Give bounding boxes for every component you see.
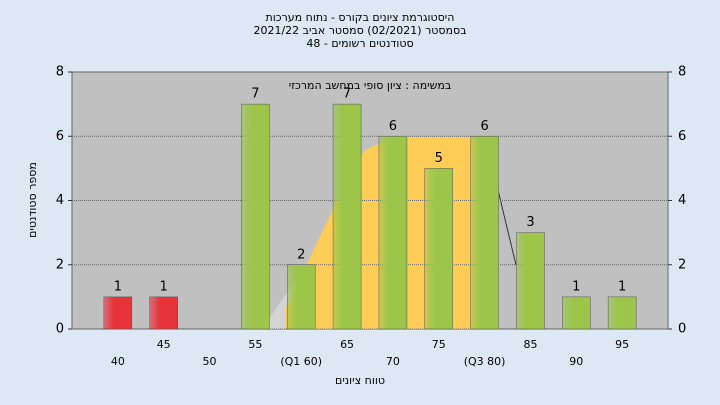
value-label: 7	[343, 87, 351, 102]
x-tick-label: (Q3 80)	[464, 355, 506, 368]
bar	[332, 103, 362, 330]
y-tick-label: 0	[56, 322, 64, 337]
bar	[149, 296, 178, 330]
x-tick-label: 95	[615, 338, 629, 351]
y2-tick-label: 0	[678, 322, 686, 337]
x-tick-label: 75	[432, 338, 446, 351]
x-tick-label: 90	[569, 355, 583, 368]
whisker	[497, 189, 517, 266]
value-label: 1	[114, 279, 122, 294]
value-label: 5	[435, 151, 443, 166]
title-line: בסמסטר (02/2021) סמסטר אביב 2021/22	[253, 24, 466, 37]
y2-tick-label: 4	[678, 193, 686, 208]
bar	[103, 296, 133, 330]
x-axis-label: טווח ציונים	[335, 374, 385, 387]
bar	[562, 296, 591, 330]
value-label: 1	[160, 279, 168, 294]
y-tick-label: 8	[56, 65, 64, 80]
value-label: 1	[618, 279, 626, 294]
title-line: היסטוגרמת ציונים בקורס - נתוח מערכות	[266, 11, 455, 24]
x-tick-label: 50	[203, 355, 217, 368]
y2-tick-label: 6	[678, 129, 686, 144]
value-label: 6	[389, 119, 397, 134]
y2-tick-label: 8	[678, 65, 686, 80]
x-tick-label: 55	[248, 338, 262, 351]
y-axis-label: מספר סטודנטים	[26, 162, 39, 238]
bar	[470, 136, 499, 330]
y-tick-label: 2	[56, 257, 64, 272]
title-line: סטודנטים רשומים - 48	[306, 37, 413, 50]
bar	[378, 136, 408, 330]
x-tick-label: 65	[340, 338, 354, 351]
y-tick-label: 6	[56, 129, 64, 144]
x-tick-label: 85	[523, 338, 537, 351]
value-label: 6	[480, 119, 488, 134]
bar	[241, 103, 270, 330]
x-tick-label: 45	[157, 338, 171, 351]
value-label: 2	[297, 247, 305, 262]
x-tick-label: (Q1 60)	[280, 355, 322, 368]
value-label: 7	[251, 87, 259, 102]
y-tick-label: 4	[56, 193, 64, 208]
annotation: במשימה : ציון סופי במחשב המרכזי	[289, 79, 452, 92]
x-tick-label: 70	[386, 355, 400, 368]
y2-tick-label: 2	[678, 257, 686, 272]
bar	[424, 168, 454, 330]
x-tick-label: 40	[111, 355, 125, 368]
value-label: 1	[572, 279, 580, 294]
bar	[607, 296, 637, 330]
value-label: 3	[526, 215, 534, 230]
bar	[516, 232, 545, 330]
bar	[286, 264, 316, 330]
